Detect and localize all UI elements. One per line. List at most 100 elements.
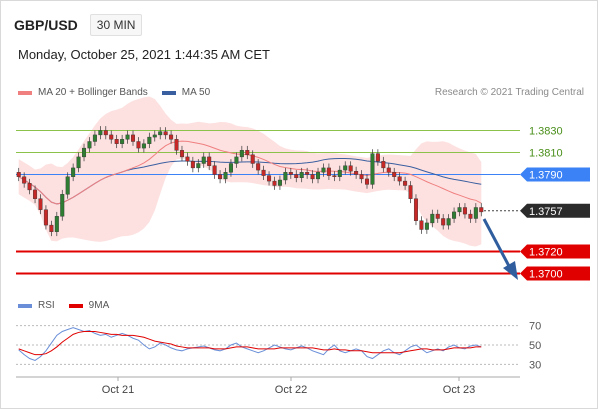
- candle-body: [141, 143, 146, 149]
- legend-item-rsi: RSI: [18, 300, 55, 311]
- rsi-legend: RSI 9MA: [18, 300, 123, 311]
- candle-body: [196, 163, 201, 169]
- candle-body: [479, 207, 484, 213]
- candle-body: [446, 218, 451, 226]
- candle-body: [261, 169, 266, 176]
- rsi-tick-label: 70: [529, 321, 541, 333]
- candle-body: [305, 172, 310, 175]
- candle-body: [179, 150, 184, 158]
- candle-body: [207, 156, 212, 166]
- candle-body: [392, 172, 397, 177]
- candle-body: [98, 130, 103, 136]
- candle-body: [120, 139, 125, 144]
- forecast-arrow-head: [503, 261, 518, 280]
- candle-body: [457, 207, 462, 213]
- candle-body: [163, 131, 168, 136]
- candle-body: [321, 167, 326, 173]
- candle-body: [435, 213, 440, 219]
- candle-body: [256, 163, 261, 171]
- candle-body: [359, 174, 364, 180]
- candle-body: [245, 150, 250, 155]
- bollinger-band: [18, 96, 482, 247]
- timestamp: Monday, October 25, 2021 1:44:35 AM CET: [18, 47, 270, 62]
- legend-item-9ma: 9MA: [68, 300, 110, 311]
- level-tag-1.3757: [520, 203, 590, 218]
- level-tag-1.3720: [520, 244, 590, 259]
- credit-text: Research © 2021 Trading Central: [434, 87, 584, 98]
- candle-body: [201, 156, 206, 164]
- candle-body: [332, 175, 337, 177]
- candle-body: [212, 165, 217, 175]
- candle-body: [114, 139, 119, 144]
- candle-body: [234, 156, 239, 164]
- level-label-1.3700: 1.3700: [529, 269, 563, 281]
- legend-swatch: [18, 90, 32, 95]
- candle-body: [316, 172, 321, 180]
- candle-body: [250, 154, 255, 164]
- legend-label: 9MA: [88, 300, 110, 311]
- main-legend: MA 20 + Bollinger Bands MA 50: [18, 87, 224, 98]
- candle-body: [370, 153, 375, 185]
- candle-body: [473, 207, 478, 219]
- candle-body: [16, 172, 21, 177]
- candle-body: [288, 172, 293, 175]
- candle-body: [60, 194, 65, 217]
- candle-body: [413, 198, 418, 221]
- x-tick-label: Oct 22: [275, 384, 307, 396]
- candle-body: [147, 136, 152, 144]
- candle-body: [386, 167, 391, 173]
- candle-body: [109, 134, 114, 140]
- candle-body: [125, 134, 130, 140]
- level-label-1.3830: 1.3830: [529, 126, 563, 138]
- rsi-tick-label: 50: [529, 340, 541, 352]
- candle-body: [326, 167, 331, 176]
- candle-body: [365, 178, 370, 185]
- candle-body: [343, 165, 348, 171]
- candle-body: [158, 131, 163, 136]
- x-tick-label: Oct 21: [102, 384, 134, 396]
- legend-swatch: [68, 303, 83, 308]
- candle-body: [82, 147, 87, 158]
- symbol-title: GBP/USD: [14, 17, 78, 33]
- candle-body: [152, 134, 157, 138]
- candle-body: [49, 224, 54, 232]
- candle-body: [190, 161, 195, 169]
- candle-body: [185, 156, 190, 162]
- header: GBP/USD 30 MIN: [14, 13, 143, 37]
- level-label-1.3720: 1.3720: [529, 247, 563, 259]
- candle-body: [22, 176, 27, 184]
- candle-body: [310, 174, 315, 180]
- candle-body: [452, 211, 457, 219]
- level-label-1.3810: 1.3810: [529, 148, 563, 160]
- candle-body: [430, 213, 435, 224]
- candle-body: [71, 167, 76, 177]
- candle-body: [239, 150, 244, 158]
- legend-item-ma50: MA 50: [161, 87, 211, 98]
- candle-body: [272, 180, 277, 186]
- legend-label: MA 50: [181, 87, 211, 98]
- candle-body: [92, 134, 97, 142]
- level-tag-1.3700: [520, 266, 590, 281]
- candle-body: [218, 174, 223, 180]
- candle-body: [441, 218, 446, 226]
- rsi-ma9-line: [18, 330, 482, 356]
- legend-label: MA 20 + Bollinger Bands: [38, 87, 148, 98]
- candle-body: [38, 198, 43, 210]
- candle-body: [419, 220, 424, 230]
- candle-body: [223, 172, 228, 180]
- candle-body: [294, 174, 299, 178]
- candle-body: [381, 161, 386, 169]
- timeframe-badge[interactable]: 30 MIN: [89, 14, 143, 36]
- candle-body: [283, 172, 288, 181]
- candle-body: [408, 185, 413, 199]
- forecast-arrow: [482, 218, 512, 269]
- candle-body: [54, 216, 59, 232]
- candle-body: [43, 209, 48, 226]
- candle-body: [277, 179, 282, 186]
- rsi-line: [18, 327, 482, 362]
- candle-body: [169, 134, 174, 140]
- candle-body: [103, 130, 108, 136]
- candle-body: [403, 180, 408, 186]
- level-label-1.3790: 1.3790: [529, 170, 563, 182]
